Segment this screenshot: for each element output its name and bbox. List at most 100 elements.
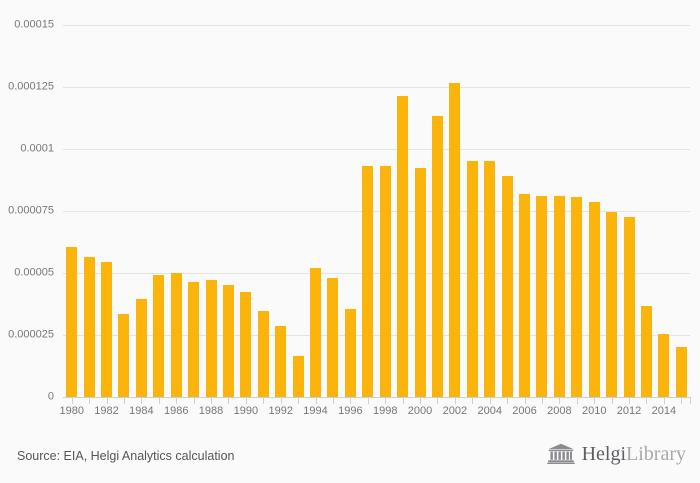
bar[interactable]	[588, 202, 600, 397]
x-tick	[559, 397, 560, 404]
bar[interactable]	[414, 167, 426, 397]
gridline	[63, 149, 690, 150]
gridline	[63, 25, 690, 26]
bar[interactable]	[536, 196, 548, 397]
x-tick	[507, 397, 508, 404]
bar[interactable]	[101, 261, 113, 397]
bar[interactable]	[519, 193, 531, 397]
y-tick-label: 0.00005	[14, 266, 54, 279]
bar[interactable]	[135, 299, 147, 397]
x-tick	[368, 397, 369, 404]
x-tick-label: 1994	[303, 405, 328, 417]
x-tick	[263, 397, 264, 404]
bar[interactable]	[240, 291, 252, 397]
x-tick	[211, 397, 212, 404]
bar[interactable]	[205, 280, 217, 397]
y-tick-label: 0.000125	[8, 80, 54, 93]
x-tick-label: 1982	[94, 405, 119, 417]
bar[interactable]	[449, 83, 461, 397]
bar[interactable]	[83, 256, 95, 397]
bar[interactable]	[640, 306, 652, 397]
x-tick-label: 1992	[268, 405, 293, 417]
x-tick	[664, 397, 665, 404]
x-axis-line	[63, 397, 690, 398]
bar[interactable]	[188, 281, 200, 397]
bar[interactable]	[118, 313, 130, 397]
x-tick	[385, 397, 386, 404]
x-tick-label: 1980	[59, 405, 84, 417]
x-tick-label: 2004	[477, 405, 502, 417]
bar[interactable]	[222, 285, 234, 397]
library-building-icon	[546, 443, 575, 464]
x-tick	[141, 397, 142, 404]
y-tick-label: 0.000075	[8, 204, 54, 217]
x-tick-label: 2002	[442, 405, 468, 417]
bar[interactable]	[484, 161, 496, 397]
y-tick-label: 0	[47, 390, 54, 403]
bar[interactable]	[292, 356, 304, 397]
x-tick-label: 1998	[372, 405, 398, 417]
bar[interactable]	[153, 275, 165, 397]
x-tick	[316, 397, 317, 404]
x-tick	[612, 397, 613, 404]
bar[interactable]	[606, 212, 618, 397]
gridline	[63, 211, 690, 212]
x-tick	[246, 397, 247, 404]
chart-footer: Source: EIA, Helgi Analytics calculation…	[0, 432, 700, 483]
x-tick-label: 2010	[581, 405, 607, 417]
bar[interactable]	[344, 308, 356, 397]
x-tick-label: 2012	[616, 405, 642, 417]
x-tick	[176, 397, 177, 404]
bar[interactable]	[66, 246, 78, 397]
x-tick-label: 1984	[129, 405, 154, 417]
gridline	[63, 87, 690, 88]
x-tick	[228, 397, 229, 404]
y-tick-label: 0.0001	[20, 142, 54, 155]
bar[interactable]	[397, 95, 409, 397]
x-tick	[72, 397, 73, 404]
x-tick-label: 1986	[163, 405, 189, 417]
x-tick	[107, 397, 108, 404]
plot-area	[63, 25, 690, 398]
x-tick-label: 1996	[338, 405, 363, 417]
x-tick-label: 1990	[233, 405, 259, 417]
bar[interactable]	[170, 273, 182, 397]
x-tick	[89, 397, 90, 404]
chart-figure: 0 0.000025 0.00005 0.000075 0.0001 0.000125 0.…	[8, 18, 691, 417]
bar[interactable]	[310, 268, 322, 397]
x-tick	[690, 397, 691, 404]
x-tick	[594, 397, 595, 404]
x-tick	[333, 397, 334, 404]
bar[interactable]	[675, 347, 687, 397]
x-tick-label: 2014	[651, 405, 677, 417]
x-tick	[298, 397, 299, 404]
y-tick-label: 0.00015	[14, 18, 54, 31]
bar[interactable]	[623, 217, 635, 397]
x-tick	[525, 397, 526, 404]
bar[interactable]	[379, 166, 391, 397]
gridline	[63, 273, 690, 274]
bar[interactable]	[571, 197, 583, 397]
bar[interactable]	[466, 161, 478, 397]
gridline	[63, 335, 690, 336]
bar[interactable]	[275, 326, 287, 397]
x-tick	[124, 397, 125, 404]
x-tick	[490, 397, 491, 404]
brand-name-primary: Helgi	[581, 442, 627, 465]
bar[interactable]	[257, 311, 269, 397]
x-tick-label: 2006	[512, 405, 537, 417]
brand-logo[interactable]: HelgiLibrary	[546, 442, 686, 465]
brand-name-secondary: Library	[626, 442, 686, 465]
x-tick	[420, 397, 421, 404]
bar[interactable]	[431, 115, 443, 397]
bar[interactable]	[658, 333, 670, 397]
bar[interactable]	[362, 166, 374, 397]
x-tick-label: 2008	[547, 405, 572, 417]
bar[interactable]	[327, 277, 339, 397]
x-tick	[472, 397, 473, 404]
bar[interactable]	[501, 176, 513, 397]
bar[interactable]	[553, 196, 565, 397]
x-tick-label: 1988	[198, 405, 224, 417]
x-tick	[350, 397, 351, 404]
x-tick	[629, 397, 630, 404]
